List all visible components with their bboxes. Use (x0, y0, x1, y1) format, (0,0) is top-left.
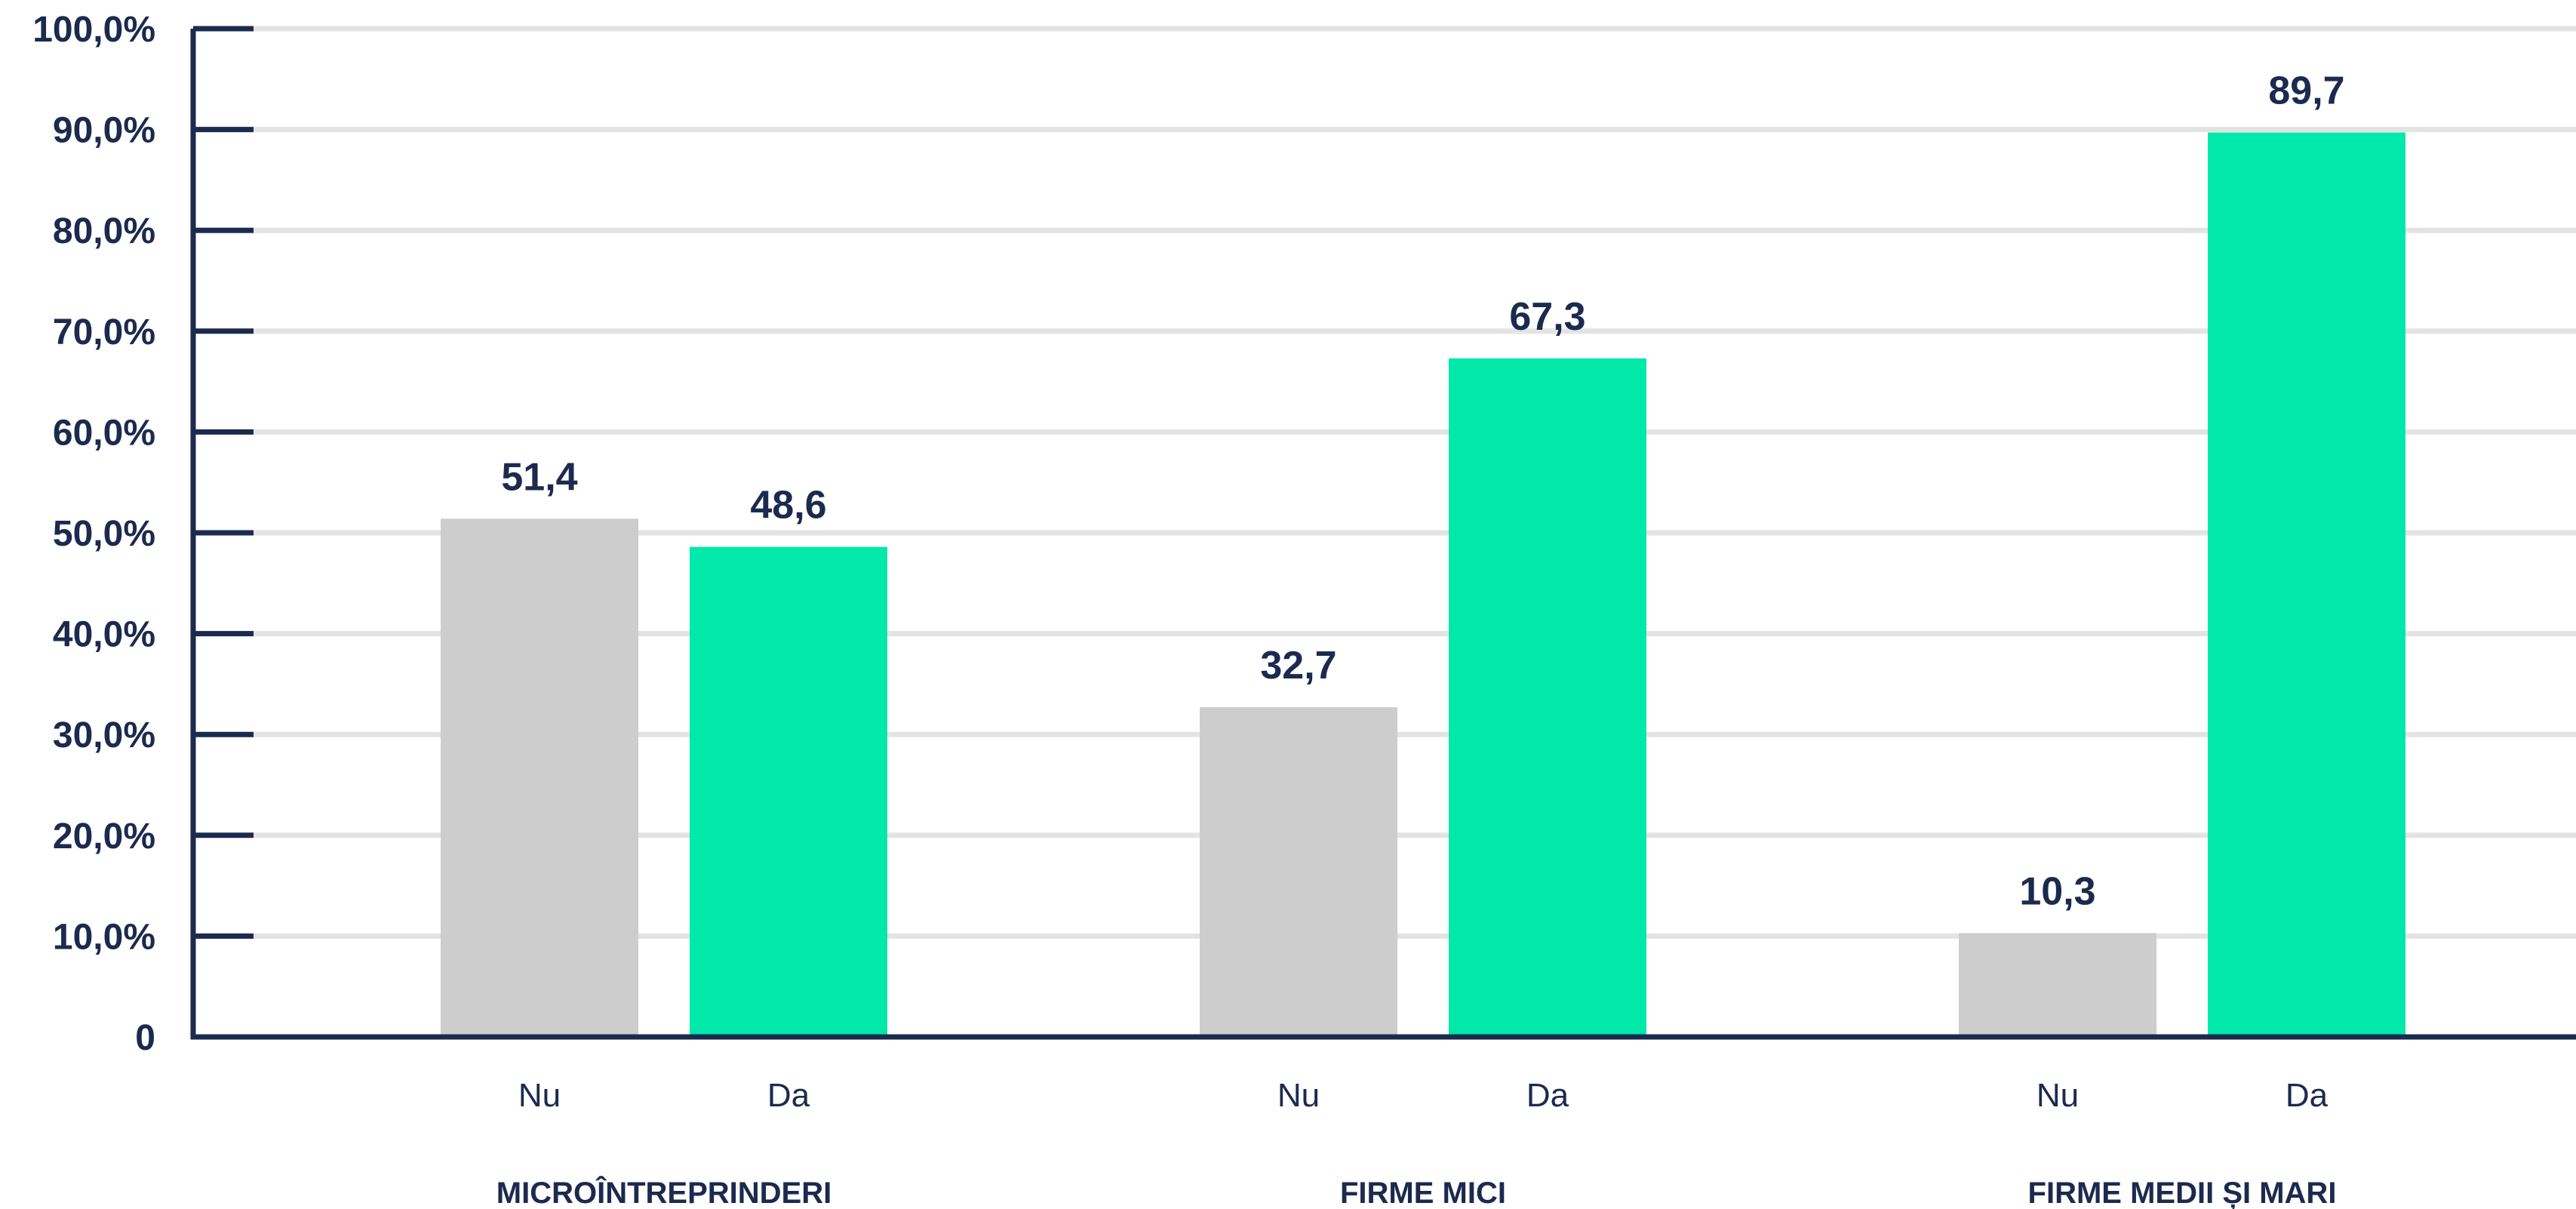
data-label: 67,3 (1509, 295, 1585, 339)
category-label: FIRME MICI (1340, 1177, 1506, 1209)
y-tick-label: 70,0% (53, 312, 155, 352)
y-tick-label: 20,0% (53, 817, 155, 857)
data-label: 89,7 (2268, 69, 2344, 113)
bar-nu-0 (441, 518, 638, 1037)
y-tick-label: 10,0% (53, 917, 155, 957)
x-tick-label: Da (1526, 1077, 1569, 1114)
y-tick-label: 60,0% (53, 413, 155, 453)
x-tick-label: Nu (518, 1077, 561, 1114)
data-label: 51,4 (501, 455, 577, 499)
axes (190, 26, 2576, 1040)
bar-da-0 (690, 546, 887, 1037)
data-label: 48,6 (750, 484, 826, 528)
y-tick-label: 90,0% (53, 111, 155, 151)
x-tick-label: Nu (2037, 1077, 2079, 1114)
y-tick-label: 80,0% (53, 211, 155, 251)
category-label: FIRME MEDII ȘI MARI (2028, 1177, 2337, 1209)
category-label: MICROÎNTREPRINDERI (496, 1175, 832, 1209)
labels: 0 10,0% 20,0% 30,0% 40,0% 50,0% 60,0% 70,0% 80,0… (32, 10, 2344, 1209)
y-tick-label: 50,0% (53, 514, 155, 554)
y-tick-label: 0 (135, 1018, 155, 1058)
bar-da-2 (2208, 132, 2405, 1037)
x-tick-label: Nu (1277, 1077, 1320, 1114)
y-tick-label: 100,0% (32, 10, 155, 50)
bars (441, 132, 2405, 1037)
bar-nu-1 (1200, 707, 1397, 1037)
data-label: 10,3 (2019, 869, 2095, 913)
bar-nu-2 (1959, 933, 2156, 1037)
bar-da-1 (1449, 358, 1646, 1037)
x-tick-label: Da (2286, 1077, 2329, 1114)
x-tick-label: Da (767, 1077, 810, 1114)
y-tick-label: 30,0% (53, 715, 155, 755)
y-tick-label: 40,0% (53, 615, 155, 655)
data-label: 32,7 (1260, 644, 1336, 688)
